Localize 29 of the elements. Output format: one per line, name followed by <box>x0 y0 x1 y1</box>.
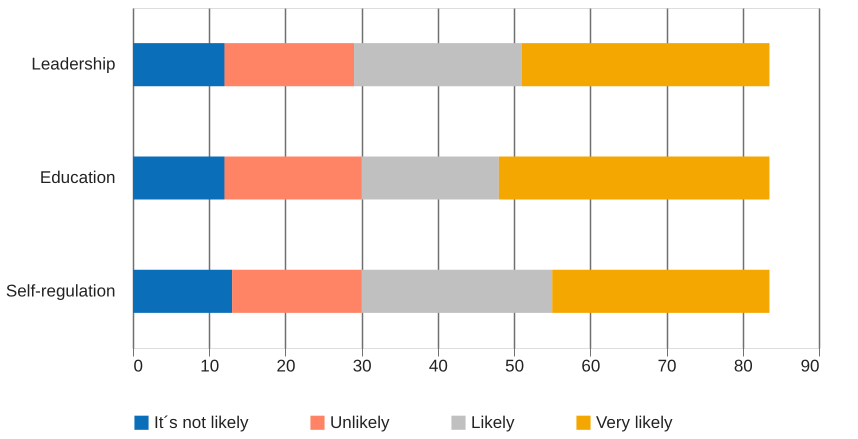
bar <box>498 156 770 200</box>
x-tick-label: 60 <box>581 356 600 376</box>
bar <box>133 156 224 200</box>
x-tick-label: 10 <box>200 356 220 376</box>
bar <box>224 156 362 200</box>
bar <box>133 43 224 86</box>
legend-label: Unlikely <box>330 412 390 432</box>
bar <box>224 43 354 86</box>
x-tick-label: 70 <box>658 356 677 376</box>
x-tick-label: 50 <box>505 356 524 376</box>
bar <box>133 270 232 313</box>
bar <box>354 43 522 86</box>
bar <box>362 156 499 200</box>
bar <box>232 270 362 313</box>
x-tick-label: 0 <box>134 356 143 376</box>
y-tick-label: Education <box>40 168 116 187</box>
bar <box>552 270 770 313</box>
y-tick-label: Leadership <box>31 54 116 74</box>
x-tick-label: 90 <box>800 356 820 376</box>
legend-label: Very likely <box>596 412 674 432</box>
legend-label: It´s not likely <box>154 412 249 432</box>
x-tick-label: 30 <box>352 356 372 376</box>
bar <box>362 270 552 313</box>
x-tick-label: 20 <box>276 356 296 376</box>
bar <box>522 43 770 86</box>
y-tick-label: Self-regulation <box>6 281 116 300</box>
legend-label: Likely <box>471 412 515 432</box>
x-tick-label: 80 <box>734 356 753 376</box>
x-tick-label: 40 <box>428 356 448 376</box>
